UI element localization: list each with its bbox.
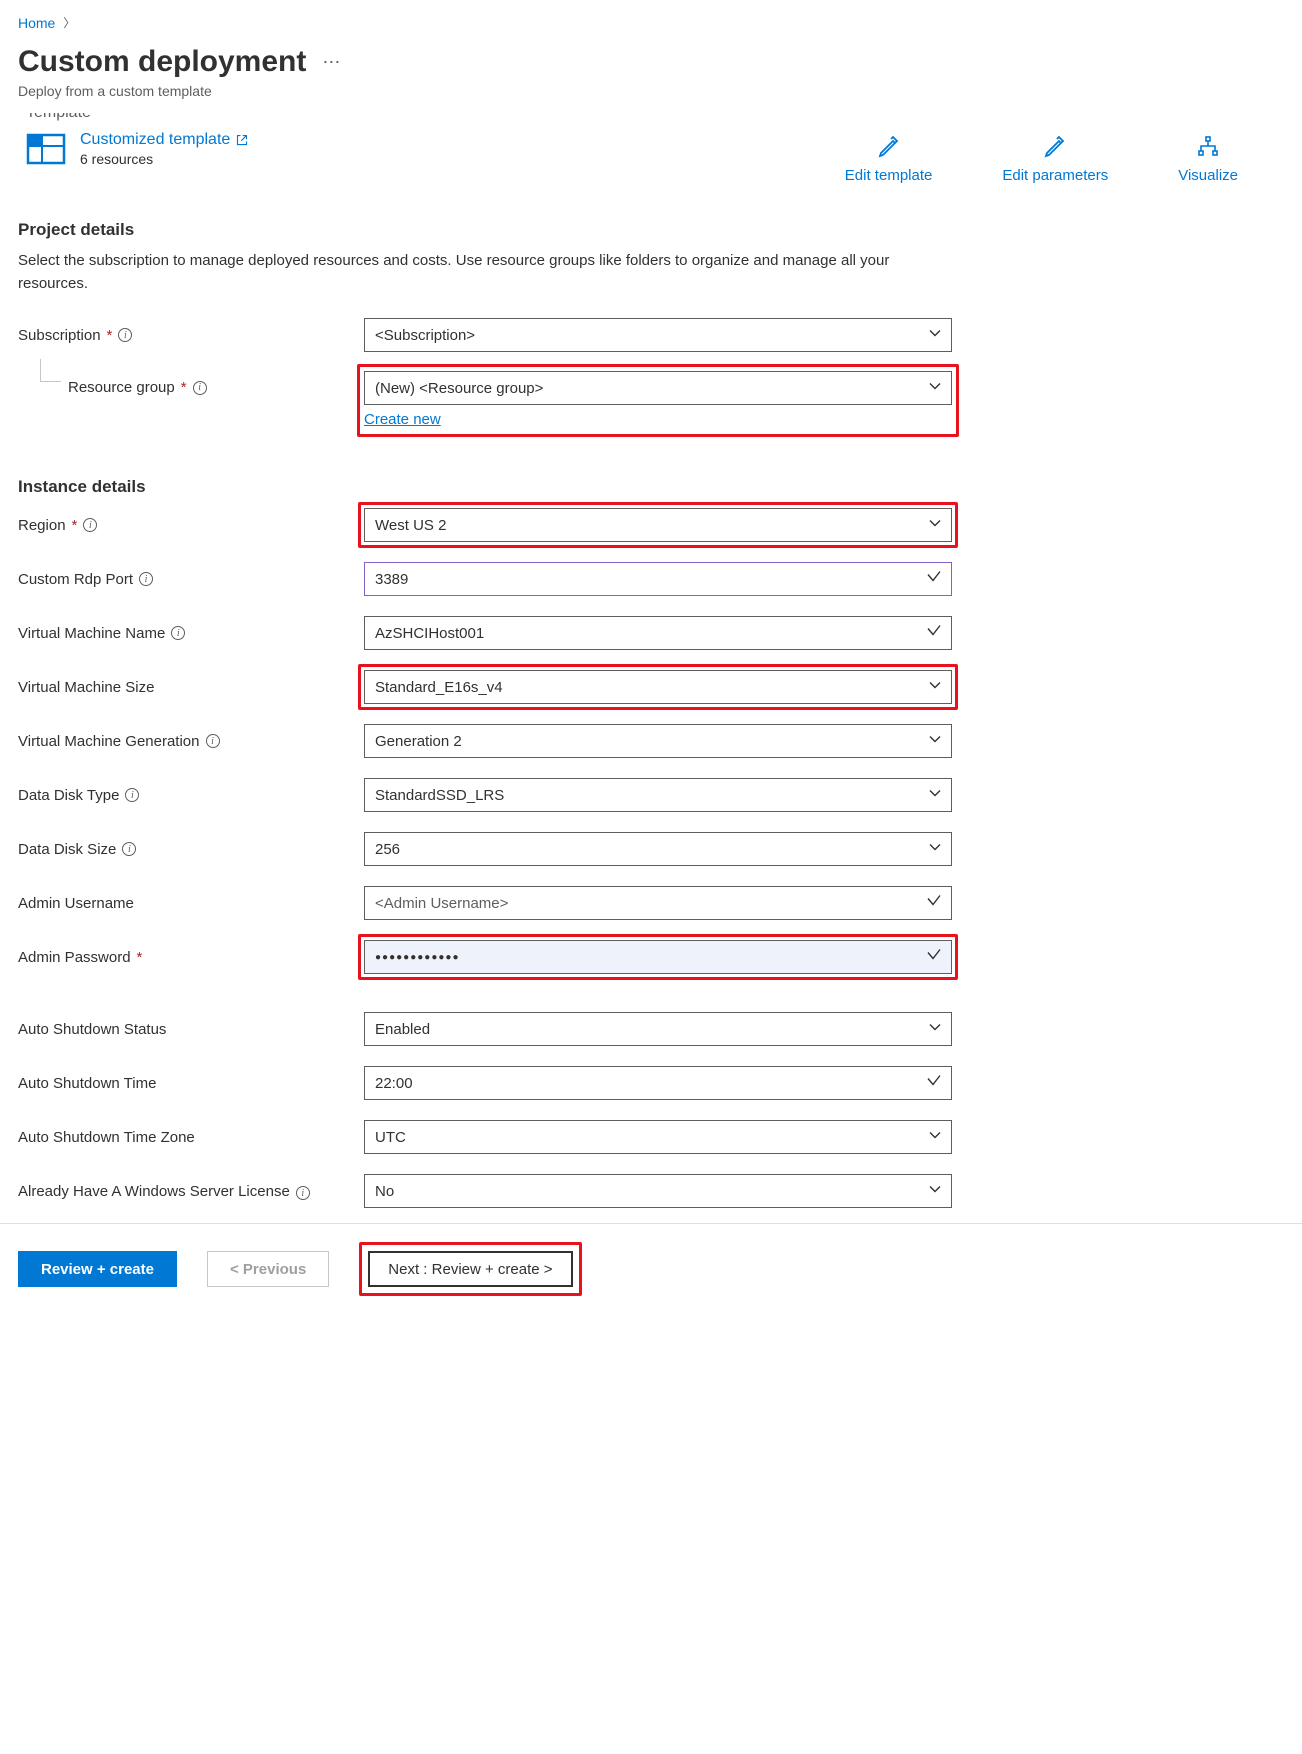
vm-size-select[interactable]: Standard_E16s_v4 xyxy=(364,670,952,704)
disk-type-select[interactable]: StandardSSD_LRS xyxy=(364,778,952,812)
page-subtitle: Deploy from a custom template xyxy=(18,83,1278,99)
project-details-desc: Select the subscription to manage deploy… xyxy=(18,250,938,295)
info-icon[interactable]: i xyxy=(139,572,153,586)
resource-group-label: Resource group * i xyxy=(18,371,364,396)
previous-button[interactable]: < Previous xyxy=(207,1251,329,1287)
edit-template-label: Edit template xyxy=(845,167,933,184)
shutdown-status-select[interactable]: Enabled xyxy=(364,1012,952,1046)
info-icon[interactable]: i xyxy=(171,626,185,640)
info-icon[interactable]: i xyxy=(296,1186,310,1200)
next-button[interactable]: Next : Review + create > xyxy=(368,1251,572,1287)
vm-size-label-text: Virtual Machine Size xyxy=(18,679,154,696)
edit-parameters-button[interactable]: Edit parameters xyxy=(1002,135,1108,184)
info-icon[interactable]: i xyxy=(193,381,207,395)
disk-size-label-text: Data Disk Size xyxy=(18,841,116,858)
subscription-label: Subscription * i xyxy=(18,327,364,344)
admin-username-label-text: Admin Username xyxy=(18,895,134,912)
template-section-heading: Template xyxy=(18,113,1278,127)
resource-group-select[interactable]: (New) <Resource group> xyxy=(364,371,952,405)
vm-gen-select[interactable]: Generation 2 xyxy=(364,724,952,758)
admin-username-label: Admin Username xyxy=(18,895,364,912)
visualize-label: Visualize xyxy=(1178,167,1238,184)
shutdown-status-label: Auto Shutdown Status xyxy=(18,1021,364,1038)
edit-template-button[interactable]: Edit template xyxy=(845,135,933,184)
create-new-link[interactable]: Create new xyxy=(364,411,952,428)
vm-size-label: Virtual Machine Size xyxy=(18,679,364,696)
region-label: Region * i xyxy=(18,517,364,534)
required-asterisk: * xyxy=(107,327,113,344)
subscription-select[interactable]: <Subscription> xyxy=(364,318,952,352)
review-create-button[interactable]: Review + create xyxy=(18,1251,177,1287)
external-link-icon xyxy=(236,134,248,146)
required-asterisk: * xyxy=(181,379,187,396)
instance-details-heading: Instance details xyxy=(18,477,1278,497)
vm-name-input[interactable]: AzSHCIHost001 xyxy=(364,616,952,650)
shutdown-time-input[interactable]: 22:00 xyxy=(364,1066,952,1100)
windows-license-label: Already Have A Windows Server License i xyxy=(18,1182,364,1200)
required-asterisk: * xyxy=(137,949,143,966)
shutdown-tz-select[interactable]: UTC xyxy=(364,1120,952,1154)
page-title: Custom deployment xyxy=(18,45,306,79)
rdp-port-label: Custom Rdp Port i xyxy=(18,571,364,588)
region-label-text: Region xyxy=(18,517,66,534)
region-select[interactable]: West US 2 xyxy=(364,508,952,542)
vm-gen-label-text: Virtual Machine Generation xyxy=(18,733,200,750)
admin-password-label-text: Admin Password xyxy=(18,949,131,966)
disk-size-select[interactable]: 256 xyxy=(364,832,952,866)
admin-password-label: Admin Password * xyxy=(18,949,364,966)
footer: Review + create < Previous Next : Review… xyxy=(0,1223,1302,1318)
pencil-icon xyxy=(877,135,901,159)
edit-parameters-label: Edit parameters xyxy=(1002,167,1108,184)
resource-group-label-text: Resource group xyxy=(68,379,175,396)
rdp-port-label-text: Custom Rdp Port xyxy=(18,571,133,588)
shutdown-tz-label: Auto Shutdown Time Zone xyxy=(18,1129,364,1146)
subscription-label-text: Subscription xyxy=(18,327,101,344)
windows-license-select[interactable]: No xyxy=(364,1174,952,1208)
info-icon[interactable]: i xyxy=(118,328,132,342)
rdp-port-input[interactable]: 3389 xyxy=(364,562,952,596)
info-icon[interactable]: i xyxy=(83,518,97,532)
disk-type-label: Data Disk Type i xyxy=(18,787,364,804)
hierarchy-icon xyxy=(1196,135,1220,159)
disk-type-label-text: Data Disk Type xyxy=(18,787,119,804)
visualize-button[interactable]: Visualize xyxy=(1178,135,1238,184)
resource-count: 6 resources xyxy=(80,151,248,167)
required-asterisk: * xyxy=(72,517,78,534)
info-icon[interactable]: i xyxy=(125,788,139,802)
template-row: Customized template 6 resources Edit tem… xyxy=(18,131,1278,202)
vm-name-label: Virtual Machine Name i xyxy=(18,625,364,642)
info-icon[interactable]: i xyxy=(122,842,136,856)
shutdown-time-label-text: Auto Shutdown Time xyxy=(18,1075,156,1092)
breadcrumb-home[interactable]: Home xyxy=(18,15,55,31)
more-icon[interactable]: ⋯ xyxy=(322,52,341,73)
shutdown-status-label-text: Auto Shutdown Status xyxy=(18,1021,166,1038)
shutdown-tz-label-text: Auto Shutdown Time Zone xyxy=(18,1129,195,1146)
vm-gen-label: Virtual Machine Generation i xyxy=(18,733,364,750)
customized-template-link[interactable]: Customized template xyxy=(80,131,248,149)
admin-password-input[interactable]: ●●●●●●●●●●●● xyxy=(364,940,952,974)
template-icon xyxy=(26,131,66,167)
chevron-right-icon: 〉 xyxy=(63,14,75,31)
admin-username-input[interactable]: <Admin Username> xyxy=(364,886,952,920)
shutdown-time-label: Auto Shutdown Time xyxy=(18,1075,364,1092)
windows-license-label-text: Already Have A Windows Server License xyxy=(18,1183,290,1200)
vm-name-label-text: Virtual Machine Name xyxy=(18,625,165,642)
pencil-icon xyxy=(1043,135,1067,159)
info-icon[interactable]: i xyxy=(206,734,220,748)
project-details-heading: Project details xyxy=(18,220,1278,240)
customized-template-label: Customized template xyxy=(80,131,230,149)
breadcrumb: Home 〉 xyxy=(18,14,1278,31)
disk-size-label: Data Disk Size i xyxy=(18,841,364,858)
